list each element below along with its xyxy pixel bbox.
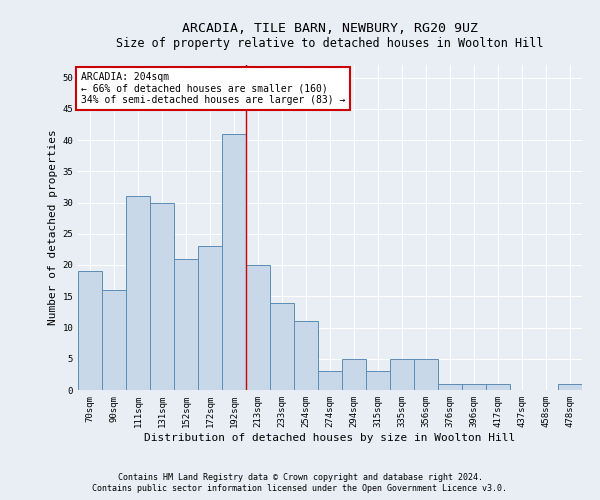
Bar [438,384,462,390]
Y-axis label: Number of detached properties: Number of detached properties [48,130,58,326]
Bar [486,384,510,390]
Bar [294,322,318,390]
X-axis label: Distribution of detached houses by size in Woolton Hill: Distribution of detached houses by size … [145,432,515,442]
Text: ARCADIA, TILE BARN, NEWBURY, RG20 9UZ: ARCADIA, TILE BARN, NEWBURY, RG20 9UZ [182,22,478,36]
Text: Contains HM Land Registry data © Crown copyright and database right 2024.: Contains HM Land Registry data © Crown c… [118,472,482,482]
Bar [366,371,390,390]
Bar [78,271,102,390]
Bar [222,134,246,390]
Bar [462,384,486,390]
Bar [150,202,174,390]
Text: Contains public sector information licensed under the Open Government Licence v3: Contains public sector information licen… [92,484,508,493]
Bar [414,359,438,390]
Text: Size of property relative to detached houses in Woolton Hill: Size of property relative to detached ho… [116,38,544,51]
Bar [270,302,294,390]
Bar [246,265,270,390]
Bar [342,359,366,390]
Bar [558,384,582,390]
Bar [174,259,198,390]
Bar [126,196,150,390]
Bar [318,371,342,390]
Text: ARCADIA: 204sqm
← 66% of detached houses are smaller (160)
34% of semi-detached : ARCADIA: 204sqm ← 66% of detached houses… [80,72,345,104]
Bar [390,359,414,390]
Bar [198,246,222,390]
Bar [102,290,126,390]
